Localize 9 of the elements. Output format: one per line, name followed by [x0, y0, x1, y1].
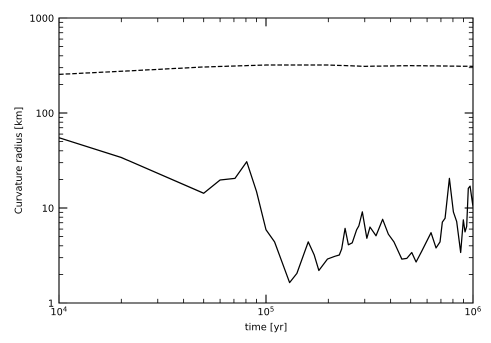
x-axis-title: time [yr]: [245, 322, 286, 332]
y-tick-label: 1: [49, 300, 54, 307]
x-tick-label: 10$^{5}$: [258, 306, 274, 316]
y-axis-title: Curvature radius [km]: [14, 108, 24, 214]
x-tick-label: 10$^{6}$: [466, 306, 481, 316]
y-tick-label: 100: [36, 109, 54, 117]
y-tick-label: 1000: [30, 14, 54, 22]
y-tick-label: 10: [42, 204, 54, 212]
x-tick-label: 10$^{4}$: [52, 306, 67, 316]
